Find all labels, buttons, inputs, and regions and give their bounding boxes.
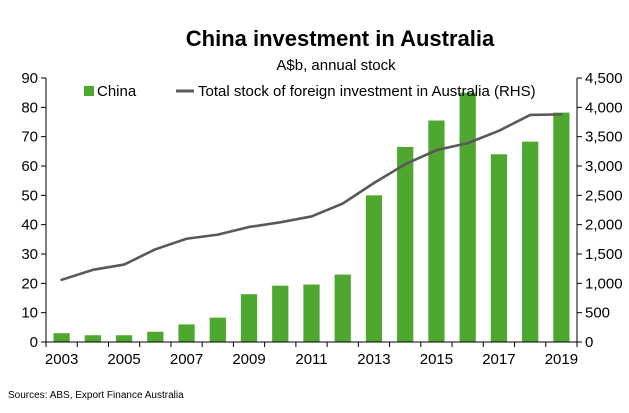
x-tick-label: 2013 xyxy=(357,351,390,368)
bar-china-2013 xyxy=(365,195,383,342)
left-tick-label: 90 xyxy=(21,70,38,87)
right-tick-label: 2,500 xyxy=(585,187,623,204)
x-tick-label: 2017 xyxy=(482,351,515,368)
x-tick-label: 2011 xyxy=(295,351,327,368)
bar-china-2008 xyxy=(209,317,226,342)
bar-china-2011 xyxy=(303,284,320,342)
x-tick-label: 2009 xyxy=(232,351,265,368)
bar-china-2010 xyxy=(272,285,289,342)
right-tick-label: 4,000 xyxy=(585,99,623,116)
source-note: Sources: ABS, Export Finance Australia xyxy=(8,390,184,401)
line-series xyxy=(60,113,563,282)
right-axis-ticks: 0 500 1,000 1,500 2,000 2,500 3,000 3,500 4,000 4… xyxy=(577,70,623,351)
bar-china-2004 xyxy=(84,335,101,342)
left-tick-label: 60 xyxy=(21,158,38,175)
bar-china-2018 xyxy=(522,141,539,342)
left-tick-label: 70 xyxy=(21,129,38,146)
x-tick-label: 2007 xyxy=(170,351,203,368)
x-tick-label: 2015 xyxy=(420,351,453,368)
left-tick-label: 50 xyxy=(21,187,38,204)
left-tick-label: 0 xyxy=(30,334,38,351)
right-tick-label: 2,000 xyxy=(585,217,623,234)
line-total-stock xyxy=(60,113,563,282)
right-tick-label: 1,000 xyxy=(585,275,623,292)
right-tick-label: 0 xyxy=(585,334,593,351)
bar-china-2012 xyxy=(334,274,351,342)
bar-china-2014 xyxy=(397,146,414,342)
x-tick-label: 2005 xyxy=(107,351,140,368)
right-tick-label: 4,500 xyxy=(585,70,623,87)
x-tick-label: 2003 xyxy=(45,351,78,368)
axes xyxy=(45,78,578,343)
legend-label-china: China xyxy=(97,83,137,100)
right-tick-label: 1,500 xyxy=(585,246,623,263)
right-tick-label: 500 xyxy=(585,305,610,322)
left-tick-label: 80 xyxy=(21,99,38,116)
left-axis-ticks: 0 10 20 30 40 50 60 70 80 90 xyxy=(21,70,46,351)
bar-china-2003 xyxy=(53,333,70,342)
bar-china-2009 xyxy=(240,294,258,342)
x-axis-ticks: 2003 2005 2007 2009 2011 2013 2015 2017 2019 xyxy=(45,342,578,368)
bar-china-2017 xyxy=(490,154,508,342)
bar-china-2007 xyxy=(178,324,195,342)
legend-swatch-china xyxy=(84,86,94,96)
bar-china-2015 xyxy=(428,120,445,342)
left-tick-label: 40 xyxy=(21,217,38,234)
bar-china-2016 xyxy=(459,92,476,342)
right-tick-label: 3,500 xyxy=(585,129,623,146)
bar-china-2005 xyxy=(115,335,133,342)
legend: China Total stock of foreign investment … xyxy=(84,83,536,100)
legend-label-total-stock: Total stock of foreign investment in Aus… xyxy=(198,83,536,100)
bar-series xyxy=(53,92,570,342)
chart-subtitle: A$b, annual stock xyxy=(276,57,396,74)
left-tick-label: 30 xyxy=(21,246,38,263)
left-tick-label: 10 xyxy=(21,305,38,322)
left-tick-label: 20 xyxy=(21,275,38,292)
chart-title: China investment in Australia xyxy=(186,26,495,51)
x-tick-label: 2019 xyxy=(545,351,578,368)
bar-china-2019 xyxy=(553,112,570,342)
right-tick-label: 3,000 xyxy=(585,158,623,175)
bar-china-2006 xyxy=(147,331,164,342)
